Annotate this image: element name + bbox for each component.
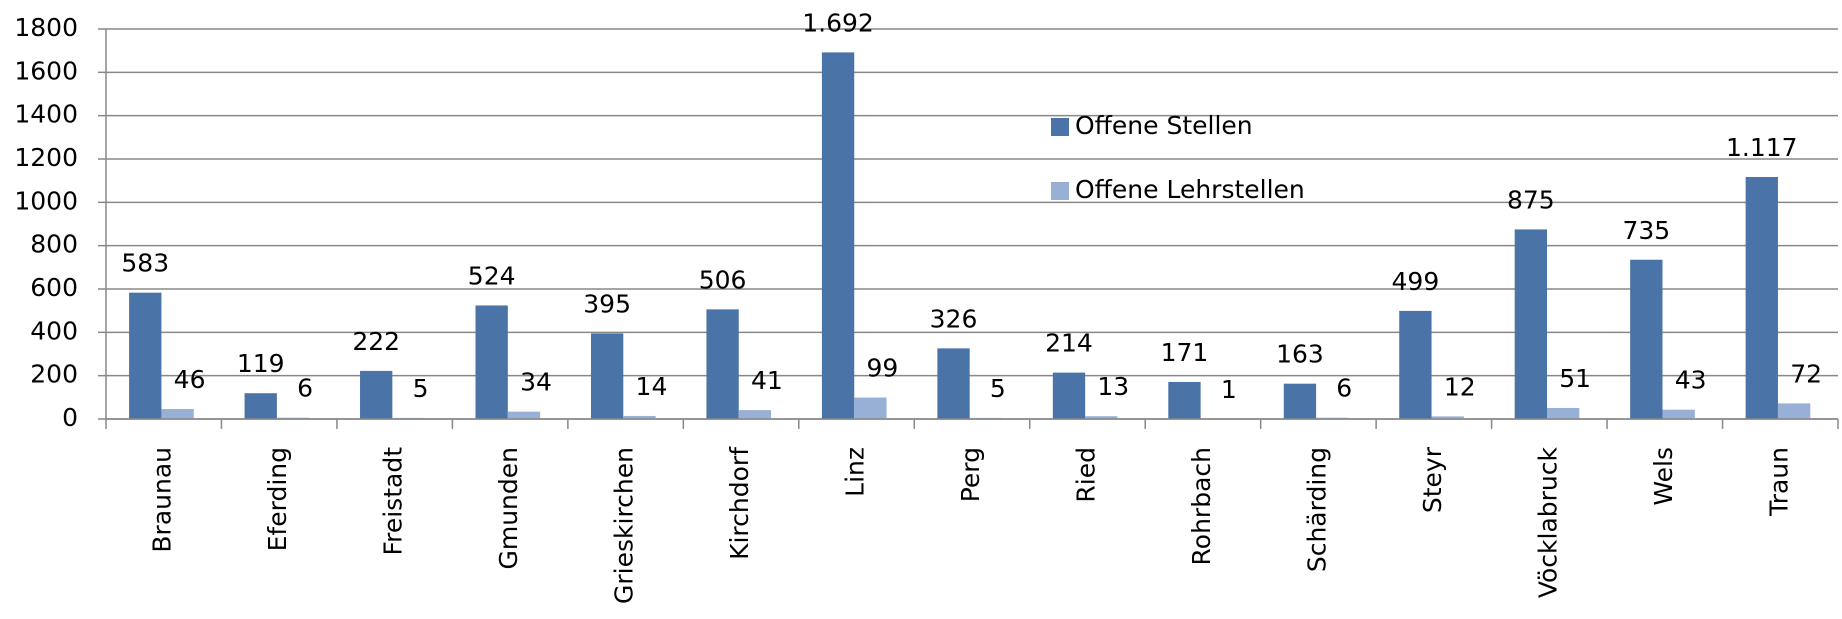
x-tick-label: Linz (841, 447, 870, 497)
x-tick-label: Eferding (263, 447, 292, 551)
x-tick-label: Wels (1649, 447, 1678, 506)
data-label: 13 (1097, 372, 1129, 401)
x-tick-label: Gmunden (494, 447, 523, 570)
data-label: 163 (1276, 340, 1324, 369)
y-tick-label: 400 (30, 316, 78, 345)
data-label: 875 (1507, 185, 1555, 214)
data-label: 524 (468, 261, 516, 290)
bar (1630, 259, 1663, 419)
x-tick-label: Kirchdorf (725, 446, 754, 560)
bar (1085, 416, 1118, 419)
x-tick-label: Grieskirchen (610, 447, 639, 604)
data-label: 5 (413, 374, 429, 403)
data-label: 5 (990, 374, 1006, 403)
data-label: 214 (1045, 329, 1093, 358)
y-tick-label: 200 (30, 360, 78, 389)
bar (161, 409, 194, 419)
y-tick-label: 600 (30, 273, 78, 302)
data-label: 119 (237, 349, 285, 378)
x-tick-label: Steyr (1418, 446, 1447, 513)
y-tick-label: 800 (30, 230, 78, 259)
data-label: 43 (1675, 366, 1707, 395)
bar (360, 370, 393, 419)
bar (706, 309, 739, 419)
x-tick-label: Freistadt (379, 447, 408, 556)
data-label: 6 (1336, 374, 1352, 403)
bar (1777, 403, 1811, 419)
data-label: 72 (1790, 359, 1822, 388)
bar (590, 333, 624, 419)
legend-swatch (1051, 118, 1069, 136)
data-label: 14 (636, 372, 668, 401)
bar (821, 52, 855, 420)
data-label: 1.117 (1726, 133, 1798, 162)
legend-label: Offene Lehrstellen (1075, 175, 1305, 204)
data-label: 735 (1622, 216, 1670, 245)
data-label: 499 (1392, 267, 1440, 296)
data-label: 326 (930, 304, 978, 333)
data-label: 99 (866, 354, 898, 383)
data-label: 1.692 (802, 8, 874, 37)
x-tick-label: Rohrbach (1187, 447, 1216, 565)
y-tick-label: 1600 (14, 56, 78, 85)
data-label: 395 (583, 289, 631, 318)
data-label: 51 (1559, 364, 1591, 393)
bar (1514, 229, 1548, 419)
bar (1662, 409, 1695, 419)
x-tick-label: Vöcklabruck (1533, 446, 1562, 598)
data-label: 583 (121, 249, 169, 278)
legend-swatch (1051, 182, 1069, 200)
bar (1745, 176, 1778, 419)
y-tick-label: 1400 (14, 100, 78, 129)
bar (623, 415, 656, 419)
x-tick-label: Schärding (1302, 447, 1331, 572)
bar (475, 305, 508, 419)
data-label: 1 (1221, 375, 1237, 404)
x-tick-label: Perg (956, 447, 985, 502)
bar (1283, 383, 1317, 419)
bar (244, 393, 277, 419)
x-tick-label: Braunau (148, 447, 177, 553)
bar (738, 410, 772, 419)
y-tick-label: 1800 (14, 13, 78, 42)
y-tick-label: 1200 (14, 143, 78, 172)
bar (854, 397, 887, 419)
bar (1052, 372, 1086, 419)
data-label: 12 (1444, 372, 1476, 401)
data-label: 6 (297, 374, 313, 403)
y-tick-label: 1000 (14, 186, 78, 215)
bar (1431, 416, 1464, 419)
bar (129, 292, 162, 419)
bar (507, 411, 541, 419)
data-label: 222 (352, 327, 400, 356)
data-label: 171 (1161, 338, 1209, 367)
bar (937, 348, 970, 419)
data-label: 34 (520, 368, 552, 397)
data-label: 41 (751, 366, 783, 395)
bar (1168, 381, 1201, 419)
bar (1547, 407, 1580, 419)
data-label: 46 (174, 365, 206, 394)
legend-label: Offene Stellen (1075, 111, 1253, 140)
y-tick-label: 0 (62, 403, 78, 432)
data-label: 506 (699, 265, 747, 294)
x-tick-label: Ried (1071, 447, 1100, 503)
x-tick-label: Traun (1764, 447, 1793, 517)
bar (1399, 310, 1432, 419)
